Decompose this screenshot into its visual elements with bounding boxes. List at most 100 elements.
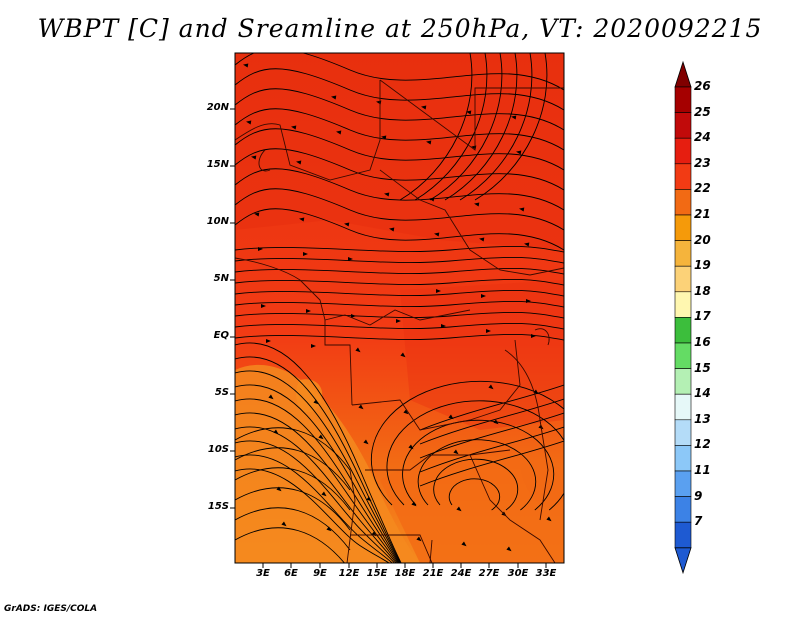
streamline-arrowhead <box>403 409 409 415</box>
lon-tick-label: 18E <box>394 568 416 579</box>
warm-region-north <box>235 53 564 250</box>
streamline-arrowhead <box>429 197 435 202</box>
streamline-arrowhead <box>261 304 266 308</box>
streamline <box>235 300 564 308</box>
streamline <box>235 208 564 251</box>
streamline <box>419 398 564 445</box>
streamline <box>235 468 390 563</box>
streamline-arrowhead <box>511 115 517 120</box>
streamline <box>235 322 564 330</box>
streamline-arrowhead <box>384 192 390 197</box>
colorbar-label: 20 <box>694 232 711 247</box>
streamline <box>235 467 351 511</box>
colorbar-label: 17 <box>694 309 711 324</box>
streamline <box>419 384 564 431</box>
streamline <box>433 458 519 511</box>
streamline <box>235 245 564 253</box>
colorbar-swatch <box>674 240 692 267</box>
streamline-arrowhead <box>246 120 252 125</box>
streamline <box>235 454 394 563</box>
streamline-arrowhead <box>436 289 441 293</box>
country-borders <box>235 79 564 563</box>
streamline <box>235 148 564 191</box>
streamline-arrowhead <box>321 491 327 497</box>
streamline-arrowhead <box>421 105 427 110</box>
colorbar-label: 26 <box>694 79 711 93</box>
lat-tick-label: 10N <box>206 216 229 227</box>
streamline <box>235 342 402 563</box>
streamline <box>235 412 398 563</box>
lon-tick-label: 3E <box>256 568 270 579</box>
streamline <box>235 440 396 563</box>
colorbar-swatch <box>674 163 692 190</box>
colorbar-swatch <box>674 189 692 216</box>
streamline <box>235 188 564 231</box>
streamline-arrowhead <box>524 242 530 247</box>
streamline <box>386 400 564 511</box>
lat-tick-label: 5S <box>214 387 229 398</box>
lat-tick-label: 15N <box>206 159 229 170</box>
streamline-arrowhead <box>456 506 462 512</box>
colorbar-swatch <box>674 137 692 165</box>
streamline <box>235 370 401 563</box>
colorbar-swatch <box>674 86 692 113</box>
streamline-arrowhead <box>441 324 446 328</box>
streamline-arrowhead <box>519 207 525 212</box>
colorbar-swatch <box>674 521 692 549</box>
streamline-arrowhead <box>348 257 353 261</box>
streamline <box>235 68 564 111</box>
colorbar-label: 21 <box>694 207 711 221</box>
streamline-arrowhead <box>493 419 499 425</box>
streamline-arrowhead <box>486 329 491 333</box>
streamline-arrowhead <box>506 546 512 552</box>
lon-tick-label: 9E <box>313 568 327 579</box>
streamline-arrowhead <box>344 222 350 227</box>
colorbar-label: 18 <box>694 283 711 298</box>
streamline <box>235 427 351 471</box>
colorbar-label: 14 <box>694 386 711 401</box>
colorbar-label: 16 <box>694 335 711 349</box>
colorbar-swatch <box>674 393 692 421</box>
streamline-arrowhead <box>516 150 522 155</box>
latitude-ticks <box>230 108 235 509</box>
streamline-arrowhead <box>311 344 316 348</box>
streamline <box>235 256 564 264</box>
colorbar-label: 12 <box>694 437 711 452</box>
colorbar <box>674 60 692 575</box>
lat-tick-label: 15S <box>207 501 229 512</box>
streamline-arrowhead <box>453 449 459 455</box>
colorbar-swatch <box>674 445 692 472</box>
colorbar-label: 23 <box>694 155 711 170</box>
streamline-arrowhead <box>488 384 494 390</box>
warm-region-east <box>400 280 564 430</box>
streamline-arrowhead <box>531 334 536 338</box>
streamline-arrowhead <box>526 299 531 303</box>
streamline <box>235 398 399 563</box>
streamline <box>414 53 488 201</box>
streamline-arrowhead <box>381 135 387 140</box>
streamline <box>235 267 564 275</box>
colorbar-label: 13 <box>694 411 711 426</box>
streamline <box>419 440 564 487</box>
colorbar-label: 7 <box>694 514 703 529</box>
streamline <box>444 53 518 201</box>
colorbar-swatch <box>674 342 692 369</box>
streamline-arrowhead <box>306 309 311 313</box>
lon-tick-label: 27E <box>478 568 500 579</box>
lat-tick-label: EQ <box>213 330 229 341</box>
streamline-arrowhead <box>331 95 337 100</box>
streamline-arrowhead <box>461 541 467 547</box>
colorbar-swatch <box>674 419 692 446</box>
streamline-arrowhead <box>273 429 279 435</box>
lon-tick-label: 30E <box>507 568 529 579</box>
streamline <box>235 356 402 563</box>
streamline <box>235 88 564 131</box>
streamline-arrowhead <box>254 212 260 217</box>
lat-tick-label: 10S <box>207 444 229 455</box>
colorbar-label: 9 <box>694 488 703 503</box>
streamline-arrowhead <box>366 496 372 502</box>
colorbar-label: 15 <box>694 360 711 375</box>
colorbar-label: 19 <box>694 258 711 273</box>
colorbar-bottom-arrow <box>674 547 692 575</box>
